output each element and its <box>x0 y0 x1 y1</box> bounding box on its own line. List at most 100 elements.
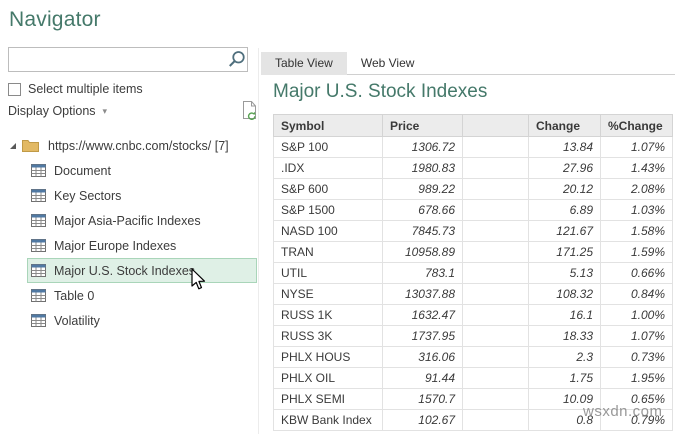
table-row: UTIL 783.1 5.13 0.66% <box>273 262 673 284</box>
value-cell: 0.73% <box>600 346 673 368</box>
tree-root-label: https://www.cnbc.com/stocks/ [7] <box>48 138 229 153</box>
tree-item-label: Major Asia-Pacific Indexes <box>54 213 201 228</box>
tree-root-source[interactable]: https://www.cnbc.com/stocks/ [7] <box>0 133 258 158</box>
table-row: KBW Bank Index 102.67 0.8 0.79% <box>273 409 673 431</box>
value-cell: 1570.7 <box>382 388 463 410</box>
value-cell <box>462 388 529 410</box>
table-row: .IDX 1980.83 27.96 1.43% <box>273 157 673 179</box>
table-row: NASD 100 7845.73 121.67 1.58% <box>273 220 673 242</box>
tab-web-view[interactable]: Web View <box>360 56 415 70</box>
value-cell: 0.79% <box>600 409 673 431</box>
value-cell: 1.58% <box>600 220 673 242</box>
value-cell <box>462 199 529 221</box>
select-multiple-checkbox[interactable] <box>8 82 21 96</box>
value-cell: 1.00% <box>600 304 673 326</box>
value-cell: 0.84% <box>600 283 673 305</box>
value-cell: 0.8 <box>528 409 601 431</box>
value-cell: 1.59% <box>600 241 673 263</box>
table-header-row: Symbol Price Change %Change <box>273 114 673 137</box>
value-cell: 121.67 <box>528 220 601 242</box>
value-cell: 1306.72 <box>382 136 463 158</box>
value-cell: 6.89 <box>528 199 601 221</box>
tree-item-major-us-stock-indexes[interactable]: Major U.S. Stock Indexes <box>27 258 257 283</box>
value-cell: 2.08% <box>600 178 673 200</box>
symbol-cell: S&P 100 <box>273 136 383 158</box>
value-cell: 1.07% <box>600 136 673 158</box>
tree-item-major-europe-indexes[interactable]: Major Europe Indexes <box>27 233 257 258</box>
select-multiple-label[interactable]: Select multiple items <box>28 82 143 96</box>
value-cell: 989.22 <box>382 178 463 200</box>
value-cell: 1.43% <box>600 157 673 179</box>
value-cell: 1632.47 <box>382 304 463 326</box>
table-icon <box>31 214 46 227</box>
col-header-blank <box>462 114 529 137</box>
tree-item-major-asia-pacific-indexes[interactable]: Major Asia-Pacific Indexes <box>27 208 257 233</box>
symbol-cell: S&P 1500 <box>273 199 383 221</box>
value-cell <box>462 346 529 368</box>
value-cell: 0.65% <box>600 388 673 410</box>
expander-icon[interactable] <box>8 141 18 151</box>
value-cell: 91.44 <box>382 367 463 389</box>
value-cell: 108.32 <box>528 283 601 305</box>
symbol-cell: S&P 600 <box>273 178 383 200</box>
select-multiple-row: Select multiple items <box>8 82 143 96</box>
value-cell: 1.95% <box>600 367 673 389</box>
symbol-cell: PHLX HOUS <box>273 346 383 368</box>
tree-item-label: Document <box>54 163 111 178</box>
display-options-dropdown[interactable]: Display Options ▾ <box>8 104 107 118</box>
value-cell: 1.07% <box>600 325 673 347</box>
value-cell: 20.12 <box>528 178 601 200</box>
dialog-title: Navigator <box>9 8 101 31</box>
value-cell <box>462 220 529 242</box>
value-cell <box>462 157 529 179</box>
value-cell: 7845.73 <box>382 220 463 242</box>
table-row: TRAN 10958.89 171.25 1.59% <box>273 241 673 263</box>
tree-item-key-sectors[interactable]: Key Sectors <box>27 183 257 208</box>
symbol-cell: PHLX OIL <box>273 367 383 389</box>
value-cell: 13037.88 <box>382 283 463 305</box>
symbol-cell: NYSE <box>273 283 383 305</box>
tree-item-volatility[interactable]: Volatility <box>27 308 257 333</box>
col-header-price: Price <box>382 114 463 137</box>
table-icon <box>31 264 46 277</box>
refresh-preview-button[interactable] <box>240 100 260 122</box>
table-row: S&P 600 989.22 20.12 2.08% <box>273 178 673 200</box>
preview-tabbar: Table View Web View <box>261 52 675 75</box>
search-input[interactable] <box>9 49 227 70</box>
table-icon <box>31 289 46 302</box>
search-box <box>8 47 248 72</box>
tree-item-table-0[interactable]: Table 0 <box>27 283 257 308</box>
table-icon <box>31 189 46 202</box>
value-cell: 1.03% <box>600 199 673 221</box>
value-cell <box>462 262 529 284</box>
value-cell: 1737.95 <box>382 325 463 347</box>
search-icon[interactable] <box>227 50 247 70</box>
tree-item-label: Major Europe Indexes <box>54 238 177 253</box>
value-cell: 1980.83 <box>382 157 463 179</box>
preview-title: Major U.S. Stock Indexes <box>273 81 488 102</box>
chevron-down-icon: ▾ <box>102 105 108 116</box>
value-cell: 10958.89 <box>382 241 463 263</box>
symbol-cell: KBW Bank Index <box>273 409 383 431</box>
symbol-cell: NASD 100 <box>273 220 383 242</box>
symbol-cell: UTIL <box>273 262 383 284</box>
col-header-symbol: Symbol <box>273 114 383 137</box>
value-cell <box>462 283 529 305</box>
value-cell: 0.66% <box>600 262 673 284</box>
value-cell <box>462 136 529 158</box>
tree-item-document[interactable]: Document <box>27 158 257 183</box>
folder-icon <box>22 140 39 152</box>
display-options-label: Display Options <box>8 104 96 118</box>
preview-table-body: S&P 100 1306.72 13.84 1.07% .IDX 1980.83 27.96… <box>273 136 673 431</box>
preview-table: Symbol Price Change %Change S&P 100 1306.… <box>273 114 673 431</box>
panel-divider <box>258 48 259 434</box>
table-row: RUSS 1K 1632.47 16.1 1.00% <box>273 304 673 326</box>
value-cell: 27.96 <box>528 157 601 179</box>
symbol-cell: PHLX SEMI <box>273 388 383 410</box>
value-cell <box>462 178 529 200</box>
value-cell: 16.1 <box>528 304 601 326</box>
tree-item-label: Volatility <box>54 313 100 328</box>
value-cell: 678.66 <box>382 199 463 221</box>
tab-table-view[interactable]: Table View <box>261 52 347 75</box>
